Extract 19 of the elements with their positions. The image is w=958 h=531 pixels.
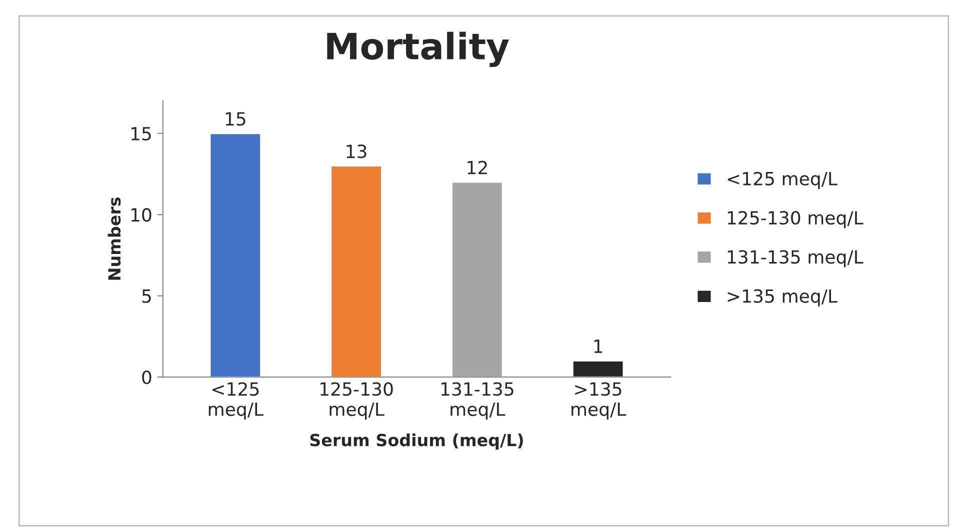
legend-label: >135 meq/L bbox=[728, 289, 838, 306]
legend-label: 131-135 meq/L bbox=[728, 250, 864, 268]
y-axis-title: Numbers bbox=[108, 197, 121, 280]
data-label: 13 bbox=[346, 144, 366, 158]
data-label: 15 bbox=[226, 112, 246, 126]
legend-label: <125 meq/L bbox=[728, 172, 838, 189]
y-tick-label: 5 bbox=[142, 289, 151, 303]
data-label: 12 bbox=[468, 160, 487, 174]
x-axis-title: Serum Sodium (meq/L) bbox=[310, 433, 523, 450]
chart-title: Mortality bbox=[327, 32, 509, 68]
y-tick-label: 15 bbox=[131, 127, 151, 140]
legend-label: 125-130 meq/L bbox=[728, 210, 864, 228]
x-tick-label: 131-135 meq/L bbox=[441, 382, 514, 420]
y-tick-label: 0 bbox=[142, 370, 152, 384]
x-tick-label: 125-130 meq/L bbox=[320, 382, 393, 420]
data-label: 1 bbox=[594, 340, 602, 353]
x-tick-label: <125 meq/L bbox=[208, 382, 264, 420]
x-tick-label: >135 meq/L bbox=[572, 382, 626, 420]
y-tick-label: 10 bbox=[131, 208, 152, 222]
